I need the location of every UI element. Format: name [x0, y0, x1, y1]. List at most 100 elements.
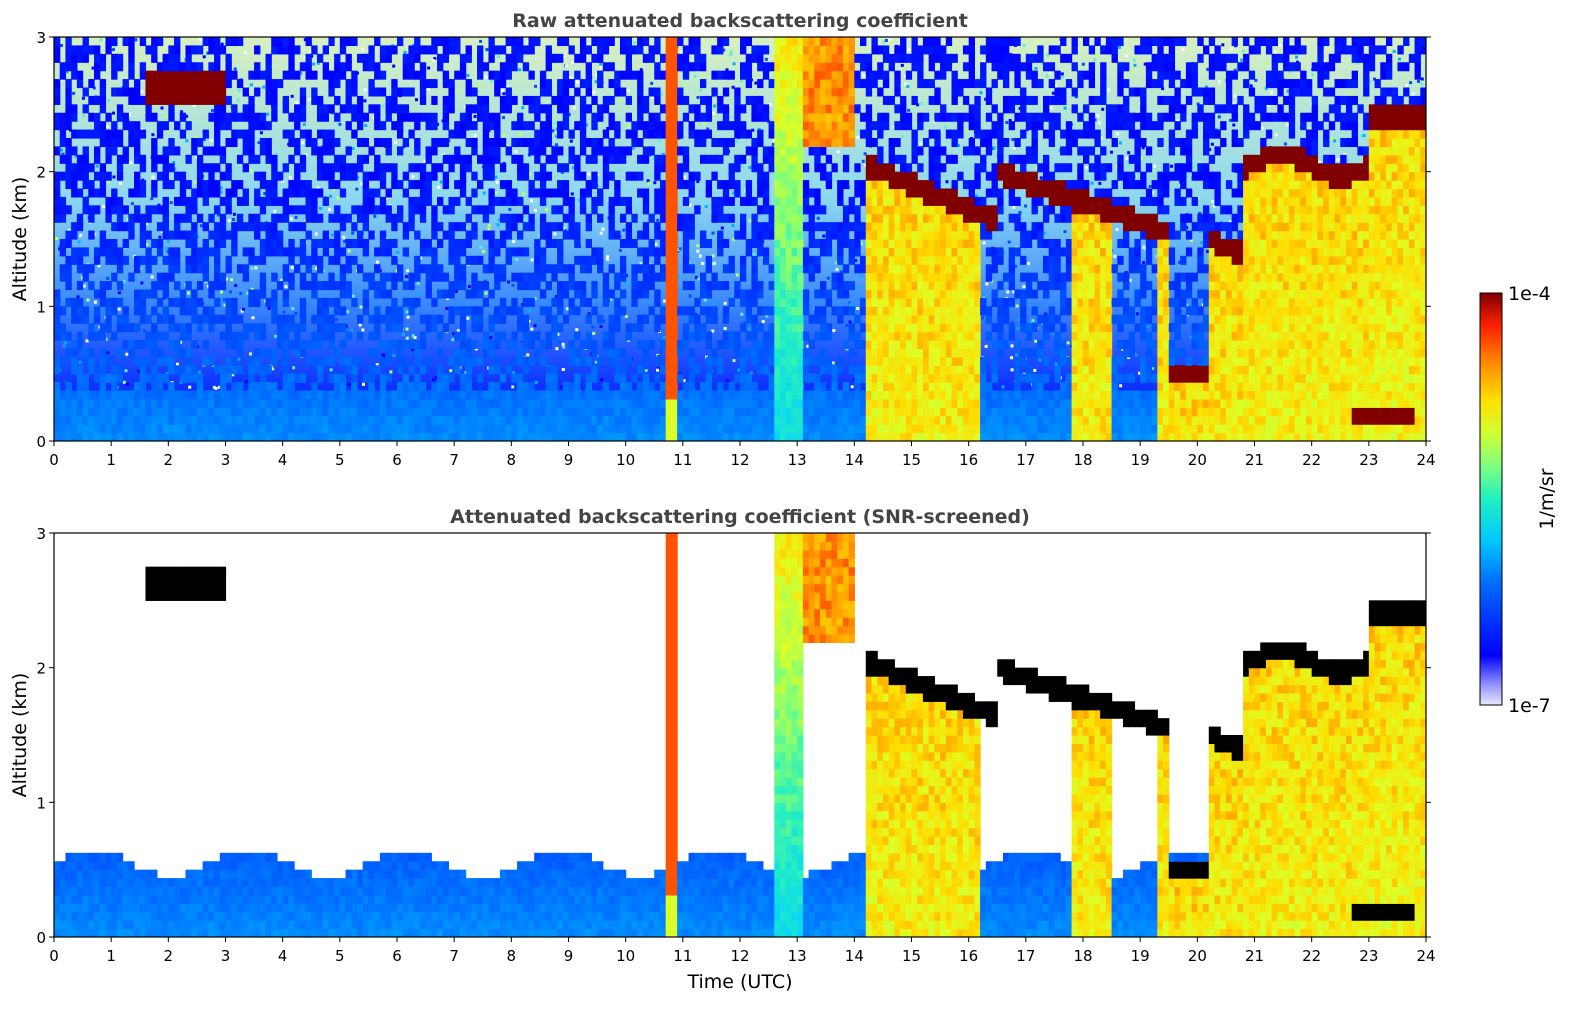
heatmap-cell: [534, 154, 541, 164]
noise-speckle: [259, 131, 263, 135]
heatmap-cell: [437, 407, 444, 417]
heatmap-cell: [139, 289, 147, 299]
noise-speckle: [592, 331, 596, 335]
heatmap-cell: [557, 104, 564, 114]
noise-speckle: [137, 369, 141, 373]
noise-speckle: [740, 164, 744, 168]
heatmap-cell: [351, 37, 358, 47]
heatmap-cell: [351, 87, 358, 97]
noise-speckle: [419, 256, 422, 260]
noise-speckle: [1217, 115, 1221, 119]
heatmap-cell: [316, 163, 324, 173]
heatmap-cell: [54, 79, 61, 89]
heatmap-cell: [248, 138, 255, 148]
noise-speckle: [416, 281, 420, 285]
heatmap-cell: [254, 390, 261, 400]
heatmap-cell: [585, 398, 592, 408]
heatmap-cell: [191, 432, 198, 441]
noise-speckle: [618, 248, 622, 252]
heatmap-cell: [65, 180, 72, 190]
heatmap-cell: [585, 373, 592, 383]
heatmap-cell: [562, 180, 570, 190]
heatmap-cell: [425, 398, 432, 408]
heatmap-cell: [105, 306, 112, 316]
heatmap-cell: [88, 79, 95, 89]
heatmap-cell: [214, 255, 221, 265]
heatmap-cell: [351, 129, 358, 139]
heatmap-cell: [379, 70, 387, 80]
heatmap-cell: [105, 255, 112, 265]
heatmap-cell: [499, 272, 507, 282]
heatmap-cell: [54, 365, 61, 375]
heatmap-cell: [122, 398, 129, 408]
heatmap-cell: [557, 247, 564, 257]
heatmap-cell: [236, 154, 244, 164]
noise-speckle: [687, 261, 691, 265]
heatmap-cell: [231, 365, 238, 375]
noise-speckle: [1278, 43, 1282, 47]
heatmap-cell: [425, 196, 432, 206]
noise-speckle: [979, 91, 983, 95]
heatmap-cell: [174, 121, 181, 131]
heatmap-cell: [82, 104, 89, 114]
heatmap-cell: [494, 398, 501, 408]
heatmap-cell: [437, 415, 444, 425]
heatmap-cell: [339, 188, 347, 198]
heatmap-cell: [448, 281, 455, 291]
heatmap-cell: [156, 398, 164, 408]
heatmap-cell: [219, 171, 227, 181]
heatmap-cell: [477, 398, 484, 408]
heatmap-cell: [448, 239, 455, 249]
heatmap-cell: [488, 45, 495, 55]
heatmap-cell: [134, 390, 141, 400]
heatmap-cell: [482, 138, 490, 148]
heatmap-cell: [539, 390, 547, 400]
noise-speckle: [1038, 358, 1042, 362]
heatmap-cell: [99, 398, 107, 408]
heatmap-cell: [397, 272, 404, 282]
heatmap-cell: [59, 407, 67, 417]
heatmap-cell: [116, 297, 124, 307]
noise-speckle: [494, 191, 498, 195]
heatmap-cell: [528, 146, 535, 156]
heatmap-cell: [299, 272, 307, 282]
heatmap-cell: [471, 272, 478, 282]
heatmap-cell: [385, 112, 392, 122]
heatmap-cell: [465, 87, 472, 97]
heatmap-cell: [208, 62, 215, 72]
heatmap-cell: [425, 112, 432, 122]
heatmap-cell: [499, 45, 507, 55]
heatmap-cell: [517, 45, 524, 55]
noise-speckle: [315, 266, 319, 270]
heatmap-cell: [271, 398, 278, 408]
heatmap-cell: [282, 95, 289, 105]
heatmap-cell: [448, 356, 455, 366]
heatmap-cell: [522, 95, 530, 105]
heatmap-cell: [311, 289, 318, 299]
heatmap-cell: [345, 53, 352, 63]
noise-speckle: [1093, 58, 1097, 62]
heatmap-cell: [551, 323, 558, 333]
heatmap-cell: [414, 37, 421, 47]
noise-speckle: [882, 40, 886, 44]
heatmap-cell: [134, 213, 141, 223]
heatmap-cell: [568, 306, 575, 316]
heatmap-cell: [574, 348, 581, 358]
heatmap-cell: [505, 247, 512, 257]
heatmap-cell: [534, 272, 541, 282]
heatmap-cell: [145, 432, 152, 441]
heatmap-cell: [185, 281, 192, 291]
heatmap-cell: [557, 398, 564, 408]
heatmap-cell: [431, 382, 438, 392]
heatmap-cell: [448, 407, 455, 417]
heatmap-cell: [351, 255, 358, 265]
heatmap-cell: [408, 112, 415, 122]
heatmap-cell: [271, 87, 278, 97]
heatmap-cell: [419, 382, 427, 392]
heatmap-cell: [162, 390, 169, 400]
heatmap-cell: [397, 129, 404, 139]
heatmap-cell: [196, 87, 204, 97]
heatmap-cell: [288, 112, 295, 122]
heatmap-cell: [402, 415, 410, 425]
heatmap-cell: [236, 180, 244, 190]
